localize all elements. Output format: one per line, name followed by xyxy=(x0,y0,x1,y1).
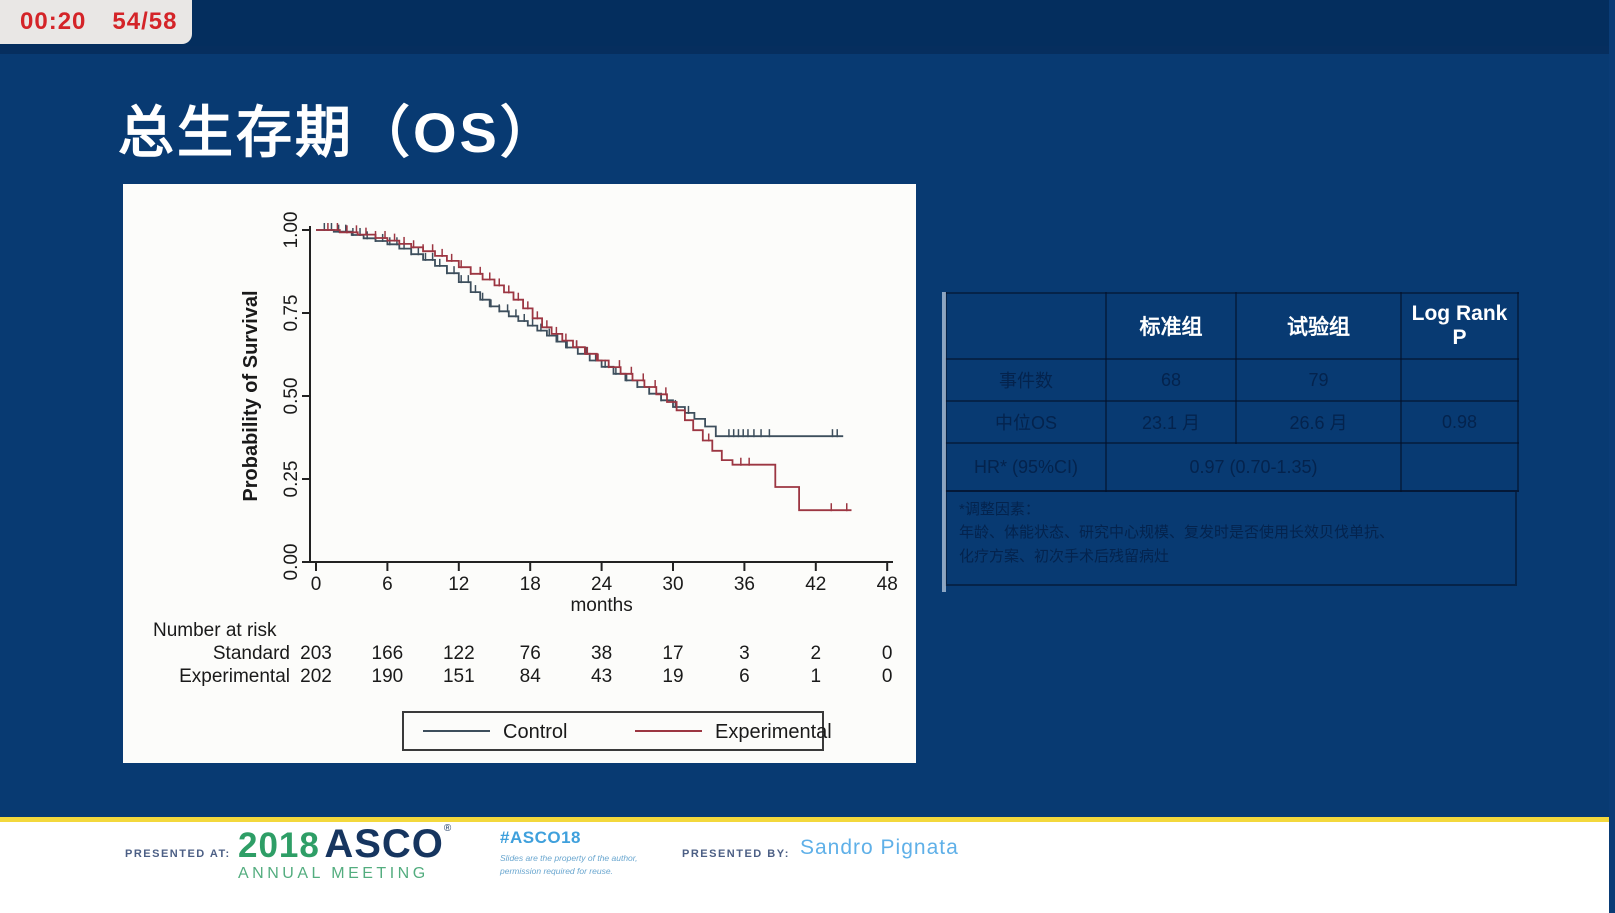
median-os-experimental: 26.6 月 xyxy=(1235,400,1402,444)
header-logrank-p: Log Rank P xyxy=(1400,292,1519,360)
results-table: 标准组 试验组 Log Rank P 事件数 68 79 中位OS 23.1 月… xyxy=(945,292,1519,492)
x-tick-label: 36 xyxy=(734,574,755,595)
x-tick-label: 30 xyxy=(662,574,683,595)
risk-value: 38 xyxy=(591,643,612,664)
x-axis-label: months xyxy=(570,595,632,616)
x-tick-label: 42 xyxy=(805,574,826,595)
elapsed-time: 00:20 xyxy=(20,8,87,35)
hr-p xyxy=(1400,442,1519,492)
risk-value: 84 xyxy=(520,666,542,687)
x-tick-label: 18 xyxy=(520,574,541,595)
disclaimer-line: Slides are the property of the author, xyxy=(500,853,638,863)
asco-2018-logo: 2018 ASCO® ANNUAL MEETING xyxy=(238,824,451,882)
presentation-status-bar: 00:20 54/58 xyxy=(0,0,192,44)
y-tick-label: 1.00 xyxy=(281,212,302,249)
risk-value: 166 xyxy=(372,643,404,664)
risk-value: 151 xyxy=(443,666,475,687)
x-tick-label: 48 xyxy=(877,574,898,595)
kaplan-meier-chart: 1.00 0.75 0.50 0.25 0.00 Probability of Survi… xyxy=(153,212,898,751)
x-tick-label: 0 xyxy=(311,574,322,595)
registered-mark: ® xyxy=(443,823,452,834)
risk-value: 1 xyxy=(811,666,822,687)
footnote-line: *调整因素： xyxy=(959,501,1040,518)
median-os-p: 0.98 xyxy=(1400,400,1519,444)
risk-value: 202 xyxy=(300,666,332,687)
logo-asco: ASCO xyxy=(324,822,444,866)
table-header-row: 标准组 试验组 Log Rank P xyxy=(945,292,1519,360)
table-row: 中位OS 23.1 月 26.6 月 0.98 xyxy=(945,400,1519,444)
risk-value: 17 xyxy=(662,643,683,664)
risk-value: 6 xyxy=(739,666,750,687)
risk-value: 3 xyxy=(739,643,750,664)
legend-label: Experimental xyxy=(715,721,832,743)
legend-label: Control xyxy=(503,721,567,743)
y-axis-label: Probability of Survival xyxy=(240,290,262,501)
presented-at-label: PRESENTED AT: xyxy=(125,848,231,860)
events-standard: 68 xyxy=(1105,358,1237,402)
risk-row-label: Experimental xyxy=(179,666,290,687)
presented-by-label: PRESENTED BY: xyxy=(682,848,790,860)
number-at-risk-label: Number at risk xyxy=(153,620,277,641)
risk-value: 19 xyxy=(662,666,683,687)
x-tick-label: 12 xyxy=(448,574,469,595)
risk-value: 203 xyxy=(300,643,332,664)
events-p xyxy=(1400,358,1519,402)
footnote-line: 化疗方案、初次手术后残留病灶 xyxy=(959,547,1170,565)
asco-footer: PRESENTED AT: 2018 ASCO® ANNUAL MEETING … xyxy=(0,817,1615,913)
row-label-events: 事件数 xyxy=(945,358,1107,402)
x-tick-label: 24 xyxy=(591,574,613,595)
hashtag-block: #ASCO18 Slides are the property of the a… xyxy=(500,828,638,878)
hr-value: 0.97 (0.70-1.35) xyxy=(1105,442,1402,492)
y-tick-label: 0.50 xyxy=(281,378,302,415)
median-os-standard: 23.1 月 xyxy=(1105,400,1237,444)
y-tick-label: 0.75 xyxy=(281,295,302,332)
risk-row-label: Standard xyxy=(213,643,290,664)
risk-value: 122 xyxy=(443,643,475,664)
y-tick-label: 0.25 xyxy=(281,461,302,498)
risk-value: 0 xyxy=(882,643,893,664)
legend-box xyxy=(402,711,824,751)
disclaimer-line: permission required for reuse. xyxy=(500,865,613,876)
header-empty xyxy=(945,292,1107,360)
km-curve-experimental xyxy=(316,229,852,512)
presenter-name: Sandro Pignata xyxy=(800,836,959,859)
right-edge-strip xyxy=(1609,0,1615,913)
table-footnote: *调整因素： 年龄、体能状态、研究中心规模、复发时是否使用长效贝伐单抗、 化疗方… xyxy=(945,490,1517,586)
results-table-wrap: 标准组 试验组 Log Rank P 事件数 68 79 中位OS 23.1 月… xyxy=(942,292,1519,592)
slide-title: 总生存期（OS） xyxy=(118,101,559,164)
header-standard-group: 标准组 xyxy=(1105,292,1237,360)
footnote-line: 年龄、体能状态、研究中心规模、复发时是否使用长效贝伐单抗、 xyxy=(959,524,1395,542)
risk-value: 43 xyxy=(591,666,612,687)
risk-value: 190 xyxy=(372,666,404,687)
logo-annual-meeting: ANNUAL MEETING xyxy=(238,865,429,882)
hashtag: #ASCO18 xyxy=(500,828,581,847)
table-row: HR* (95%CI) 0.97 (0.70-1.35) xyxy=(945,442,1519,492)
row-label-hr: HR* (95%CI) xyxy=(945,442,1107,492)
x-tick-label: 6 xyxy=(382,574,393,595)
logo-year: 2018 xyxy=(238,826,320,865)
risk-value: 0 xyxy=(882,666,893,687)
risk-value: 2 xyxy=(811,643,822,664)
risk-value: 76 xyxy=(520,643,541,664)
km-curve-control xyxy=(316,229,844,438)
slide-disclaimer: Slides are the property of the author, p… xyxy=(500,852,638,878)
events-experimental: 79 xyxy=(1235,358,1402,402)
top-band xyxy=(0,0,1615,46)
km-chart-panel: 1.00 0.75 0.50 0.25 0.00 Probability of Survi… xyxy=(123,184,916,763)
y-tick-label: 0.00 xyxy=(281,544,302,581)
slide-counter: 54/58 xyxy=(112,8,178,35)
row-label-median-os: 中位OS xyxy=(945,400,1107,444)
table-row: 事件数 68 79 xyxy=(945,358,1519,402)
header-experimental-group: 试验组 xyxy=(1235,292,1402,360)
